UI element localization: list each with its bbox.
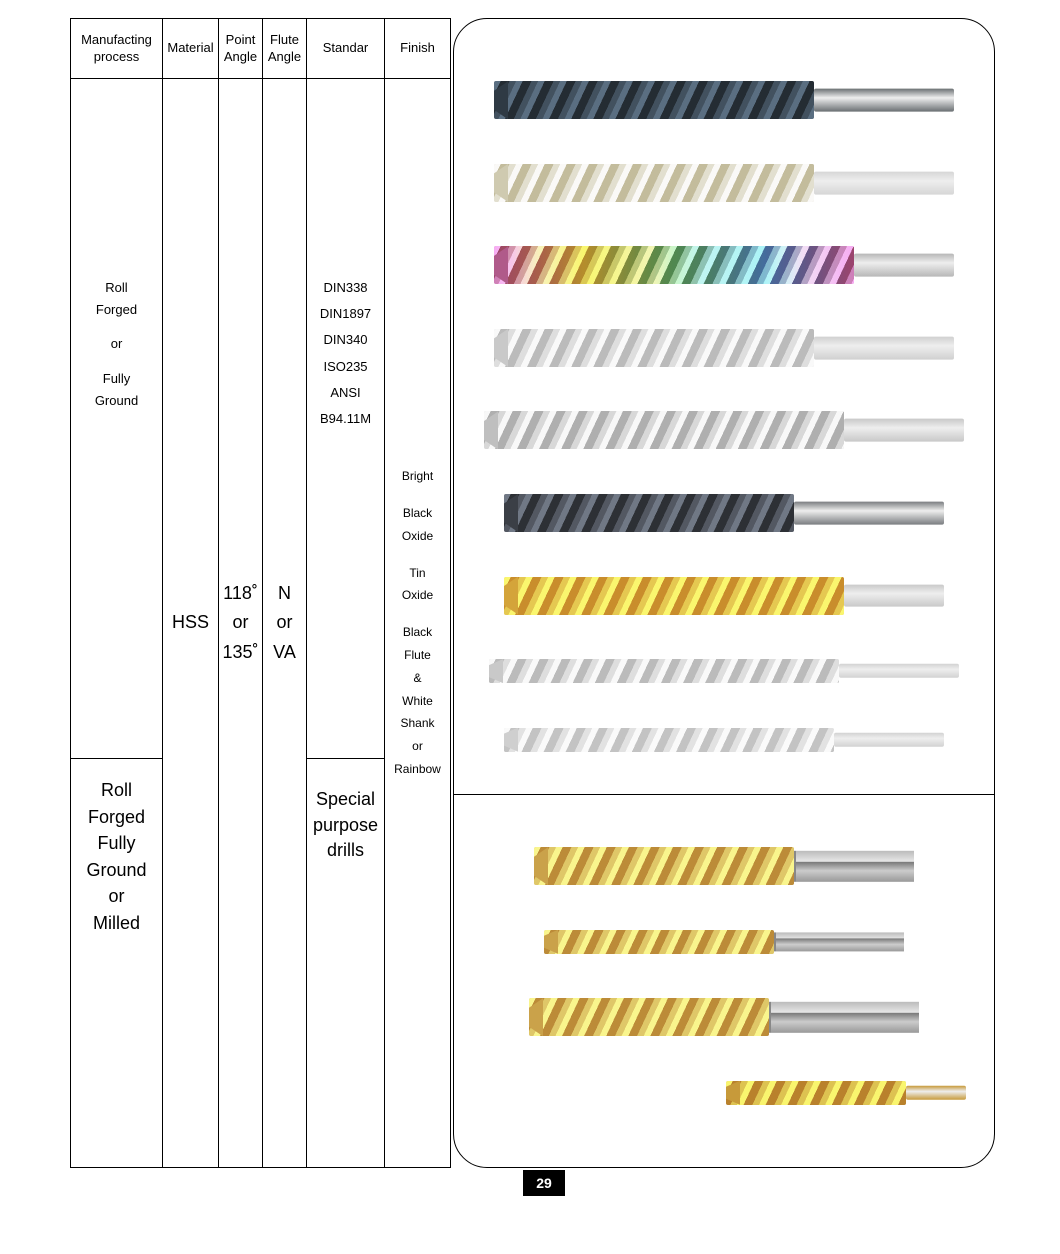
mfg-top-stack: RollForged or FullyGround — [73, 279, 160, 410]
drill-bit — [494, 246, 954, 284]
th-flute: Flute Angle — [263, 19, 307, 79]
cell-mfg-bottom: RollForgedFullyGroundorMilled — [71, 759, 163, 1168]
material-value: HSS — [172, 610, 209, 635]
th-material: Material — [163, 19, 219, 79]
spec-table: Manufacting process Material Point Angle… — [70, 18, 451, 1168]
th-mfg: Manufacting process — [71, 19, 163, 79]
standard-stack: DIN338DIN1897DIN340ISO235ANSIB94.11M — [309, 279, 382, 428]
drill-section-bottom — [462, 795, 986, 1147]
flute-stack: NorVA — [265, 581, 304, 665]
mfg-bottom-stack: RollForgedFullyGroundorMilled — [73, 779, 160, 934]
drill-section-top — [462, 49, 986, 794]
drill-bit — [504, 577, 944, 615]
cell-point: 118˚or135˚ — [219, 79, 263, 1168]
drill-bit — [494, 164, 954, 202]
th-point: Point Angle — [219, 19, 263, 79]
drill-bit — [534, 847, 914, 885]
drill-bit — [484, 411, 964, 449]
cell-standard-top: DIN338DIN1897DIN340ISO235ANSIB94.11M — [307, 79, 385, 759]
drill-bit — [504, 494, 944, 532]
drill-bit — [544, 930, 904, 954]
drill-bit — [529, 998, 919, 1036]
page-number: 29 — [523, 1170, 565, 1196]
cell-flute: NorVA — [263, 79, 307, 1168]
th-standard: Standar — [307, 19, 385, 79]
cell-mfg-top: RollForged or FullyGround — [71, 79, 163, 759]
finish-stack: Bright BlackOxide TinOxide BlackFlute&Wh… — [387, 468, 448, 778]
drill-bit — [494, 81, 954, 119]
standard-bottom-stack: Specialpurposedrills — [309, 789, 382, 862]
cell-material: HSS — [163, 79, 219, 1168]
cell-finish: Bright BlackOxide TinOxide BlackFlute&Wh… — [385, 79, 451, 1168]
drill-bit — [726, 1081, 966, 1105]
point-stack: 118˚or135˚ — [221, 581, 260, 665]
table-header-row: Manufacting process Material Point Angle… — [71, 19, 451, 79]
table-row: RollForged or FullyGround HSS 118˚or135˚… — [71, 79, 451, 759]
cell-standard-bottom: Specialpurposedrills — [307, 759, 385, 1168]
drill-bit — [494, 329, 954, 367]
drill-bit — [504, 728, 944, 752]
drill-image-panel — [453, 18, 995, 1168]
th-finish: Finish — [385, 19, 451, 79]
drill-bit — [489, 659, 959, 683]
